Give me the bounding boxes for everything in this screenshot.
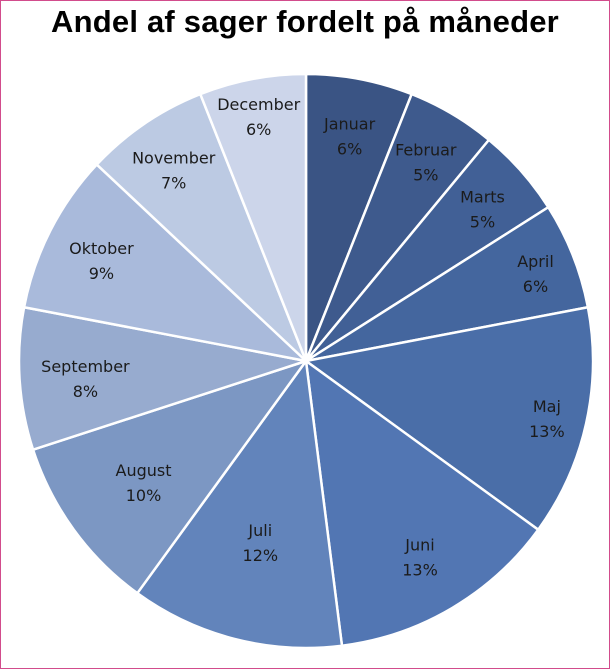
pie-slice-juni (304, 358, 540, 648)
slice-label-april: April (517, 252, 554, 271)
pie-slice-maj (302, 305, 595, 532)
slice-value-januar: 6% (337, 140, 362, 159)
pie-slice-november (95, 92, 308, 362)
slice-value-september: 8% (73, 382, 98, 401)
slice-value-maj: 13% (529, 422, 565, 441)
slice-label-september: September (41, 357, 130, 376)
slice-label-februar: Februar (395, 140, 457, 159)
slice-value-februar: 5% (413, 165, 438, 184)
slice-label-juli: Juli (247, 521, 272, 540)
pie-slice-oktober (22, 162, 310, 364)
pie-slices (17, 72, 595, 650)
slice-value-november: 7% (161, 173, 186, 192)
slice-label-oktober: Oktober (69, 239, 134, 258)
pie-slice-juli (135, 357, 344, 650)
pie-slice-august (31, 358, 310, 595)
pie-slice-september (17, 305, 307, 452)
slice-label-maj: Maj (533, 397, 561, 416)
slice-value-juli: 12% (243, 546, 279, 565)
pie-slice-december (198, 72, 308, 362)
slice-label-august: August (116, 461, 172, 480)
slice-value-oktober: 9% (89, 264, 114, 283)
slice-value-juni: 13% (402, 561, 438, 580)
slice-label-januar: Januar (323, 115, 376, 134)
slice-label-marts: Marts (460, 187, 505, 206)
slice-label-december: December (217, 95, 300, 114)
slice-value-august: 10% (126, 486, 162, 505)
pie-labels: Januar 6% Februar 5% Marts 5% April 6% Maj 13% Jun… (41, 95, 565, 580)
slice-label-november: November (132, 148, 216, 167)
slice-value-december: 6% (246, 120, 271, 139)
chart-title: Andel af sager fordelt på måneder (51, 4, 559, 39)
slice-value-marts: 5% (470, 212, 495, 231)
slice-label-juni: Juni (404, 536, 434, 555)
slice-value-april: 6% (523, 277, 548, 296)
